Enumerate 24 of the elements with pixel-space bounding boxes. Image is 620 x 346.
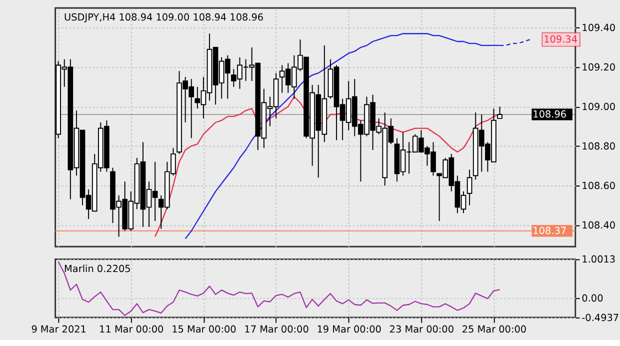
y-tick-label: 108.80: [582, 141, 616, 152]
y-tick-label: 109.00: [582, 102, 616, 113]
line-series: [58, 261, 500, 316]
x-tick-label: 11 Mar 00:00: [99, 324, 164, 336]
y-tick-label: 0.00: [582, 294, 604, 305]
ref-line-label: 108.96: [532, 109, 567, 120]
x-tick-label: 23 Mar 00:00: [389, 324, 454, 336]
x-tick-label: 19 Mar 00:00: [316, 324, 382, 336]
x-tick-label: 15 Mar 00:00: [172, 324, 236, 336]
ref-line-label: 108.37: [532, 226, 567, 237]
y-tick-label: 1.0013: [582, 254, 616, 266]
y-tick-label: -0.4937: [582, 312, 620, 324]
candlestick: [497, 106, 502, 119]
y-tick-label: 108.60: [582, 180, 616, 192]
y-tick-label: 108.40: [582, 220, 616, 232]
annotation: 109.34: [544, 34, 578, 46]
x-tick-label: 25 Mar 00:00: [462, 324, 527, 336]
x-tick-label: 9 Mar 2021: [31, 324, 86, 336]
x-tick-label: 17 Mar 00:00: [244, 324, 309, 336]
y-tick-label: 109.20: [582, 62, 616, 74]
y-tick-label: 109.40: [582, 23, 616, 34]
candlestick: [466, 169, 472, 206]
chart-title: Marlin 0.2205: [64, 264, 131, 275]
chart-title: USDJPY,H4 108.94 109.00 108.94 108.96: [64, 12, 264, 24]
